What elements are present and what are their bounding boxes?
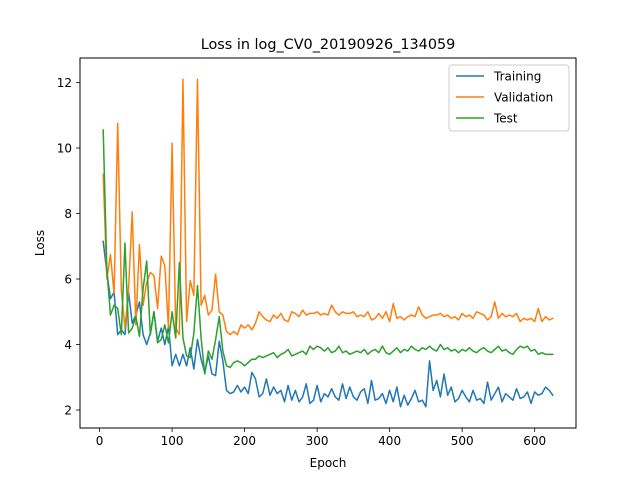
plot-frame (79, 57, 577, 429)
y-axis-label: Loss (33, 230, 47, 256)
x-tick-label: 100 (161, 434, 184, 448)
y-tick-label: 2 (64, 403, 72, 417)
series-layer (102, 78, 554, 408)
legend-frame (448, 64, 570, 132)
y-tick-label: 4 (64, 338, 72, 352)
chart-title: Loss in log_CV0_20190926_134059 (201, 37, 456, 53)
x-tick-label: 500 (451, 434, 474, 448)
y-tick-label: 6 (64, 273, 72, 287)
x-axis-label: Epoch (310, 456, 347, 470)
y-tick-label: 8 (64, 207, 72, 221)
y-tick-label: 10 (57, 142, 72, 156)
series-line-validation (102, 78, 554, 336)
x-tick-label: 400 (378, 434, 401, 448)
x-axis-ticks: 0 100 200 300 400 500 600 (96, 428, 546, 448)
legend-label-test: Test (493, 112, 518, 126)
series-line-training (102, 240, 554, 408)
y-axis-ticks: 2 4 6 8 10 12 (57, 76, 80, 417)
x-tick-label: 300 (306, 434, 329, 448)
x-tick-label: 0 (96, 434, 104, 448)
x-tick-label: 600 (523, 434, 546, 448)
x-tick-label: 200 (233, 434, 256, 448)
series-line-test (102, 129, 554, 375)
legend: Training Validation Test (448, 64, 570, 132)
legend-label-validation: Validation (494, 91, 553, 105)
legend-label-training: Training (493, 70, 541, 84)
y-tick-label: 12 (57, 76, 72, 90)
